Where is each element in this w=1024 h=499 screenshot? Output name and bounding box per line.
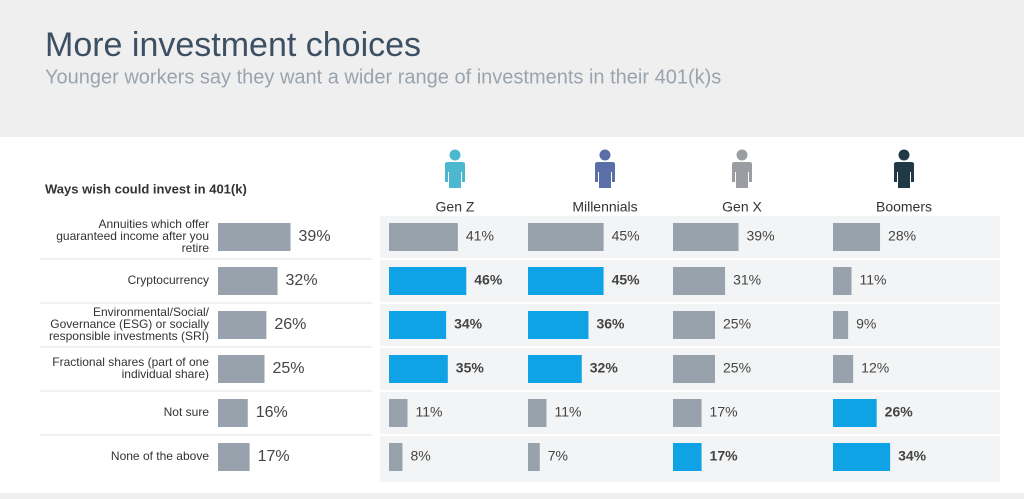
chart-title: More investment choices: [45, 26, 421, 64]
value-label: 17%: [258, 448, 290, 465]
chart-subtitle: Younger workers say they want a wider ra…: [45, 66, 721, 88]
category-label: Governance (ESG) or socially: [50, 317, 209, 331]
bar: [673, 355, 715, 383]
value-label: 45%: [612, 272, 641, 288]
value-label: 35%: [456, 360, 485, 376]
value-label: 7%: [548, 448, 568, 464]
person-icon: [732, 149, 752, 188]
value-label: 34%: [454, 316, 483, 332]
value-label: 28%: [888, 228, 916, 244]
category-label: Fractional shares (part of one: [52, 355, 209, 369]
bar: [218, 311, 267, 339]
icon-head: [898, 149, 910, 161]
bar: [528, 311, 589, 339]
bar: [218, 223, 291, 251]
value-label: 12%: [861, 360, 889, 376]
value-label: 45%: [612, 228, 640, 244]
icon-body: [894, 162, 914, 188]
categories-title: Ways wish could invest in 401(k): [45, 181, 247, 196]
person-icon: [445, 149, 465, 188]
value-label: 11%: [415, 404, 442, 420]
value-label: 46%: [474, 272, 503, 288]
icon-body: [595, 162, 615, 188]
bar: [528, 443, 540, 471]
icon-head: [449, 149, 461, 161]
value-label: 39%: [299, 228, 331, 245]
category-label: responsible investments (SRI): [49, 329, 209, 343]
value-label: 32%: [590, 360, 619, 376]
series-name: Gen X: [722, 199, 762, 215]
icon-head: [599, 149, 611, 161]
value-label: 11%: [554, 404, 581, 420]
bar: [833, 267, 852, 295]
bar: [673, 223, 739, 251]
value-label: 34%: [898, 448, 927, 464]
bar: [218, 355, 265, 383]
series-name: Gen Z: [436, 199, 475, 215]
footer-bg: [0, 493, 1024, 499]
bar: [389, 355, 448, 383]
value-label: 25%: [273, 360, 305, 377]
bar: [833, 311, 849, 339]
bar: [389, 399, 408, 427]
series-name: Boomers: [876, 199, 932, 215]
bar: [218, 399, 248, 427]
bar: [833, 443, 891, 471]
category-label: individual share): [122, 367, 209, 381]
value-label: 17%: [710, 448, 739, 464]
bar: [833, 399, 877, 427]
bar: [673, 267, 726, 295]
value-label: 36%: [596, 316, 625, 332]
value-label: 26%: [885, 404, 914, 420]
value-label: 26%: [274, 316, 306, 333]
bar: [389, 223, 458, 251]
icon-body: [732, 162, 752, 188]
value-label: 16%: [256, 404, 288, 421]
bar: [218, 267, 278, 295]
header-bg: [0, 0, 1024, 137]
bar: [833, 355, 854, 383]
category-label: Not sure: [164, 405, 210, 419]
bar: [673, 311, 715, 339]
bar: [528, 267, 604, 295]
bar: [528, 223, 604, 251]
icon-head: [736, 149, 748, 161]
bar: [673, 399, 702, 427]
bar: [528, 399, 547, 427]
category-label: Environmental/Social/: [93, 305, 210, 319]
bar: [833, 223, 881, 251]
category-label: retire: [182, 241, 210, 255]
panel-bg: [380, 216, 1000, 482]
value-label: 9%: [856, 316, 876, 332]
value-label: 8%: [410, 448, 430, 464]
value-label: 25%: [723, 316, 751, 332]
value-label: 17%: [710, 404, 738, 420]
value-label: 11%: [859, 272, 886, 288]
person-icon: [894, 149, 914, 188]
bar: [218, 443, 250, 471]
value-label: 32%: [286, 272, 318, 289]
person-icon: [595, 149, 615, 188]
value-label: 39%: [747, 228, 775, 244]
bar: [528, 355, 582, 383]
bar: [389, 443, 403, 471]
icon-body: [445, 162, 465, 188]
series-name: Millennials: [572, 199, 637, 215]
category-label: Annuities which offer: [98, 217, 209, 231]
value-label: 41%: [466, 228, 494, 244]
category-label: None of the above: [111, 449, 209, 463]
bar: [389, 311, 447, 339]
bar: [389, 267, 467, 295]
category-label: Cryptocurrency: [128, 273, 209, 287]
value-label: 25%: [723, 360, 751, 376]
value-label: 31%: [733, 272, 761, 288]
bar: [673, 443, 702, 471]
category-label: guaranteed income after you: [56, 229, 209, 243]
